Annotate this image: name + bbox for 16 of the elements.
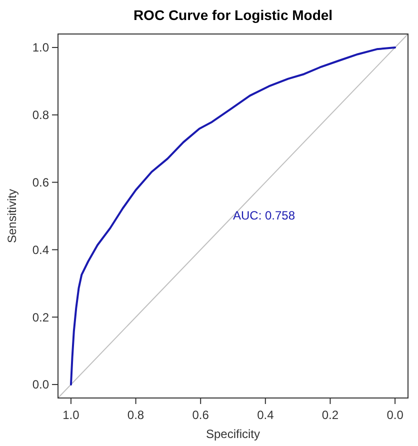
y-tick-label: 1.0 [32,40,50,55]
x-tick-label: 0.8 [127,408,144,422]
y-tick-label: 0.6 [32,175,50,190]
y-tick-label: 0.0 [32,378,50,392]
x-tick-label: 0.6 [192,408,210,422]
x-axis-title: Specificity [206,427,260,441]
annotation: AUC: 0.758 [233,208,296,222]
y-tick-label: 0.4 [32,242,50,257]
y-tick-label: 0.8 [32,108,50,122]
y-axis-title: Sensitivity [5,188,19,244]
x-tick-label: 0.2 [322,408,339,422]
x-tick-label: 1.0 [62,408,80,422]
chart-title: ROC Curve for Logistic Model [133,7,333,23]
x-tick-label: 0.4 [257,408,274,422]
y-tick-label: 0.2 [32,310,50,324]
x-tick-label: 0.0 [386,408,404,422]
